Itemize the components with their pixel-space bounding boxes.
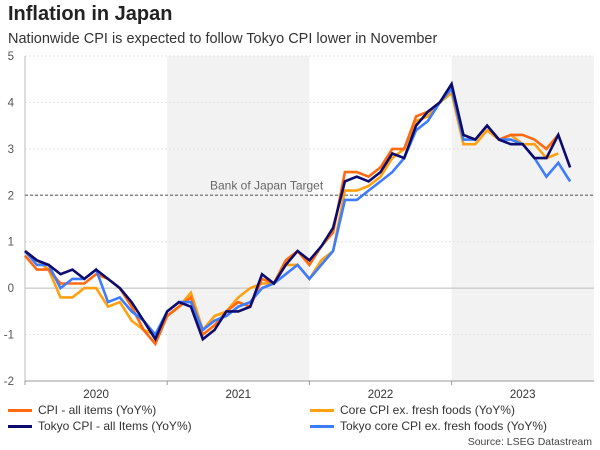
series-line-2 — [24, 80, 572, 342]
y-tick-label: 2 — [8, 190, 14, 202]
y-tick-label: 0 — [8, 283, 14, 295]
legend-label: Tokyo core CPI ex. fresh foods (YoY%) — [340, 419, 547, 433]
legend-swatch — [8, 424, 32, 428]
y-tick-label: 1 — [8, 237, 14, 249]
legend-item-tokyo-cpi: Tokyo CPI - all Items (YoY%) — [8, 419, 192, 433]
x-tick-label: 2022 — [368, 389, 394, 401]
chart-subtitle: Nationwide CPI is expected to follow Tok… — [8, 31, 438, 47]
boj-target-label: Bank of Japan Target — [210, 178, 324, 192]
chart-title: Inflation in Japan — [8, 3, 173, 25]
legend-label: Tokyo CPI - all Items (YoY%) — [38, 419, 192, 433]
legend-swatch — [310, 424, 334, 428]
x-tick-label: 2021 — [226, 389, 252, 401]
shaded-year-2021 — [167, 56, 310, 381]
legend-swatch — [310, 408, 334, 412]
legend-swatch — [8, 408, 32, 412]
y-tick-label: 3 — [8, 144, 14, 156]
y-tick-label: -1 — [4, 330, 14, 342]
legend-item-cpi: CPI - all items (YoY%) — [8, 403, 156, 417]
legend-label: Core CPI ex. fresh foods (YoY%) — [340, 403, 515, 417]
legend-item-tokyo-core-cpi: Tokyo core CPI ex. fresh foods (YoY%) — [310, 419, 547, 433]
legend-label: CPI - all items (YoY%) — [38, 403, 157, 417]
x-tick-label: 2023 — [510, 389, 536, 401]
x-tick-label: 2020 — [83, 389, 109, 401]
y-tick-label: -2 — [4, 376, 14, 388]
source-note: Source: LSEG Datastream — [467, 436, 592, 448]
series-line-1 — [24, 90, 559, 337]
y-tick-label: 5 — [8, 51, 14, 63]
legend-item-core-cpi: Core CPI ex. fresh foods (YoY%) — [310, 403, 515, 417]
shaded-year-2023 — [451, 56, 594, 381]
y-tick-label: 4 — [8, 97, 15, 109]
